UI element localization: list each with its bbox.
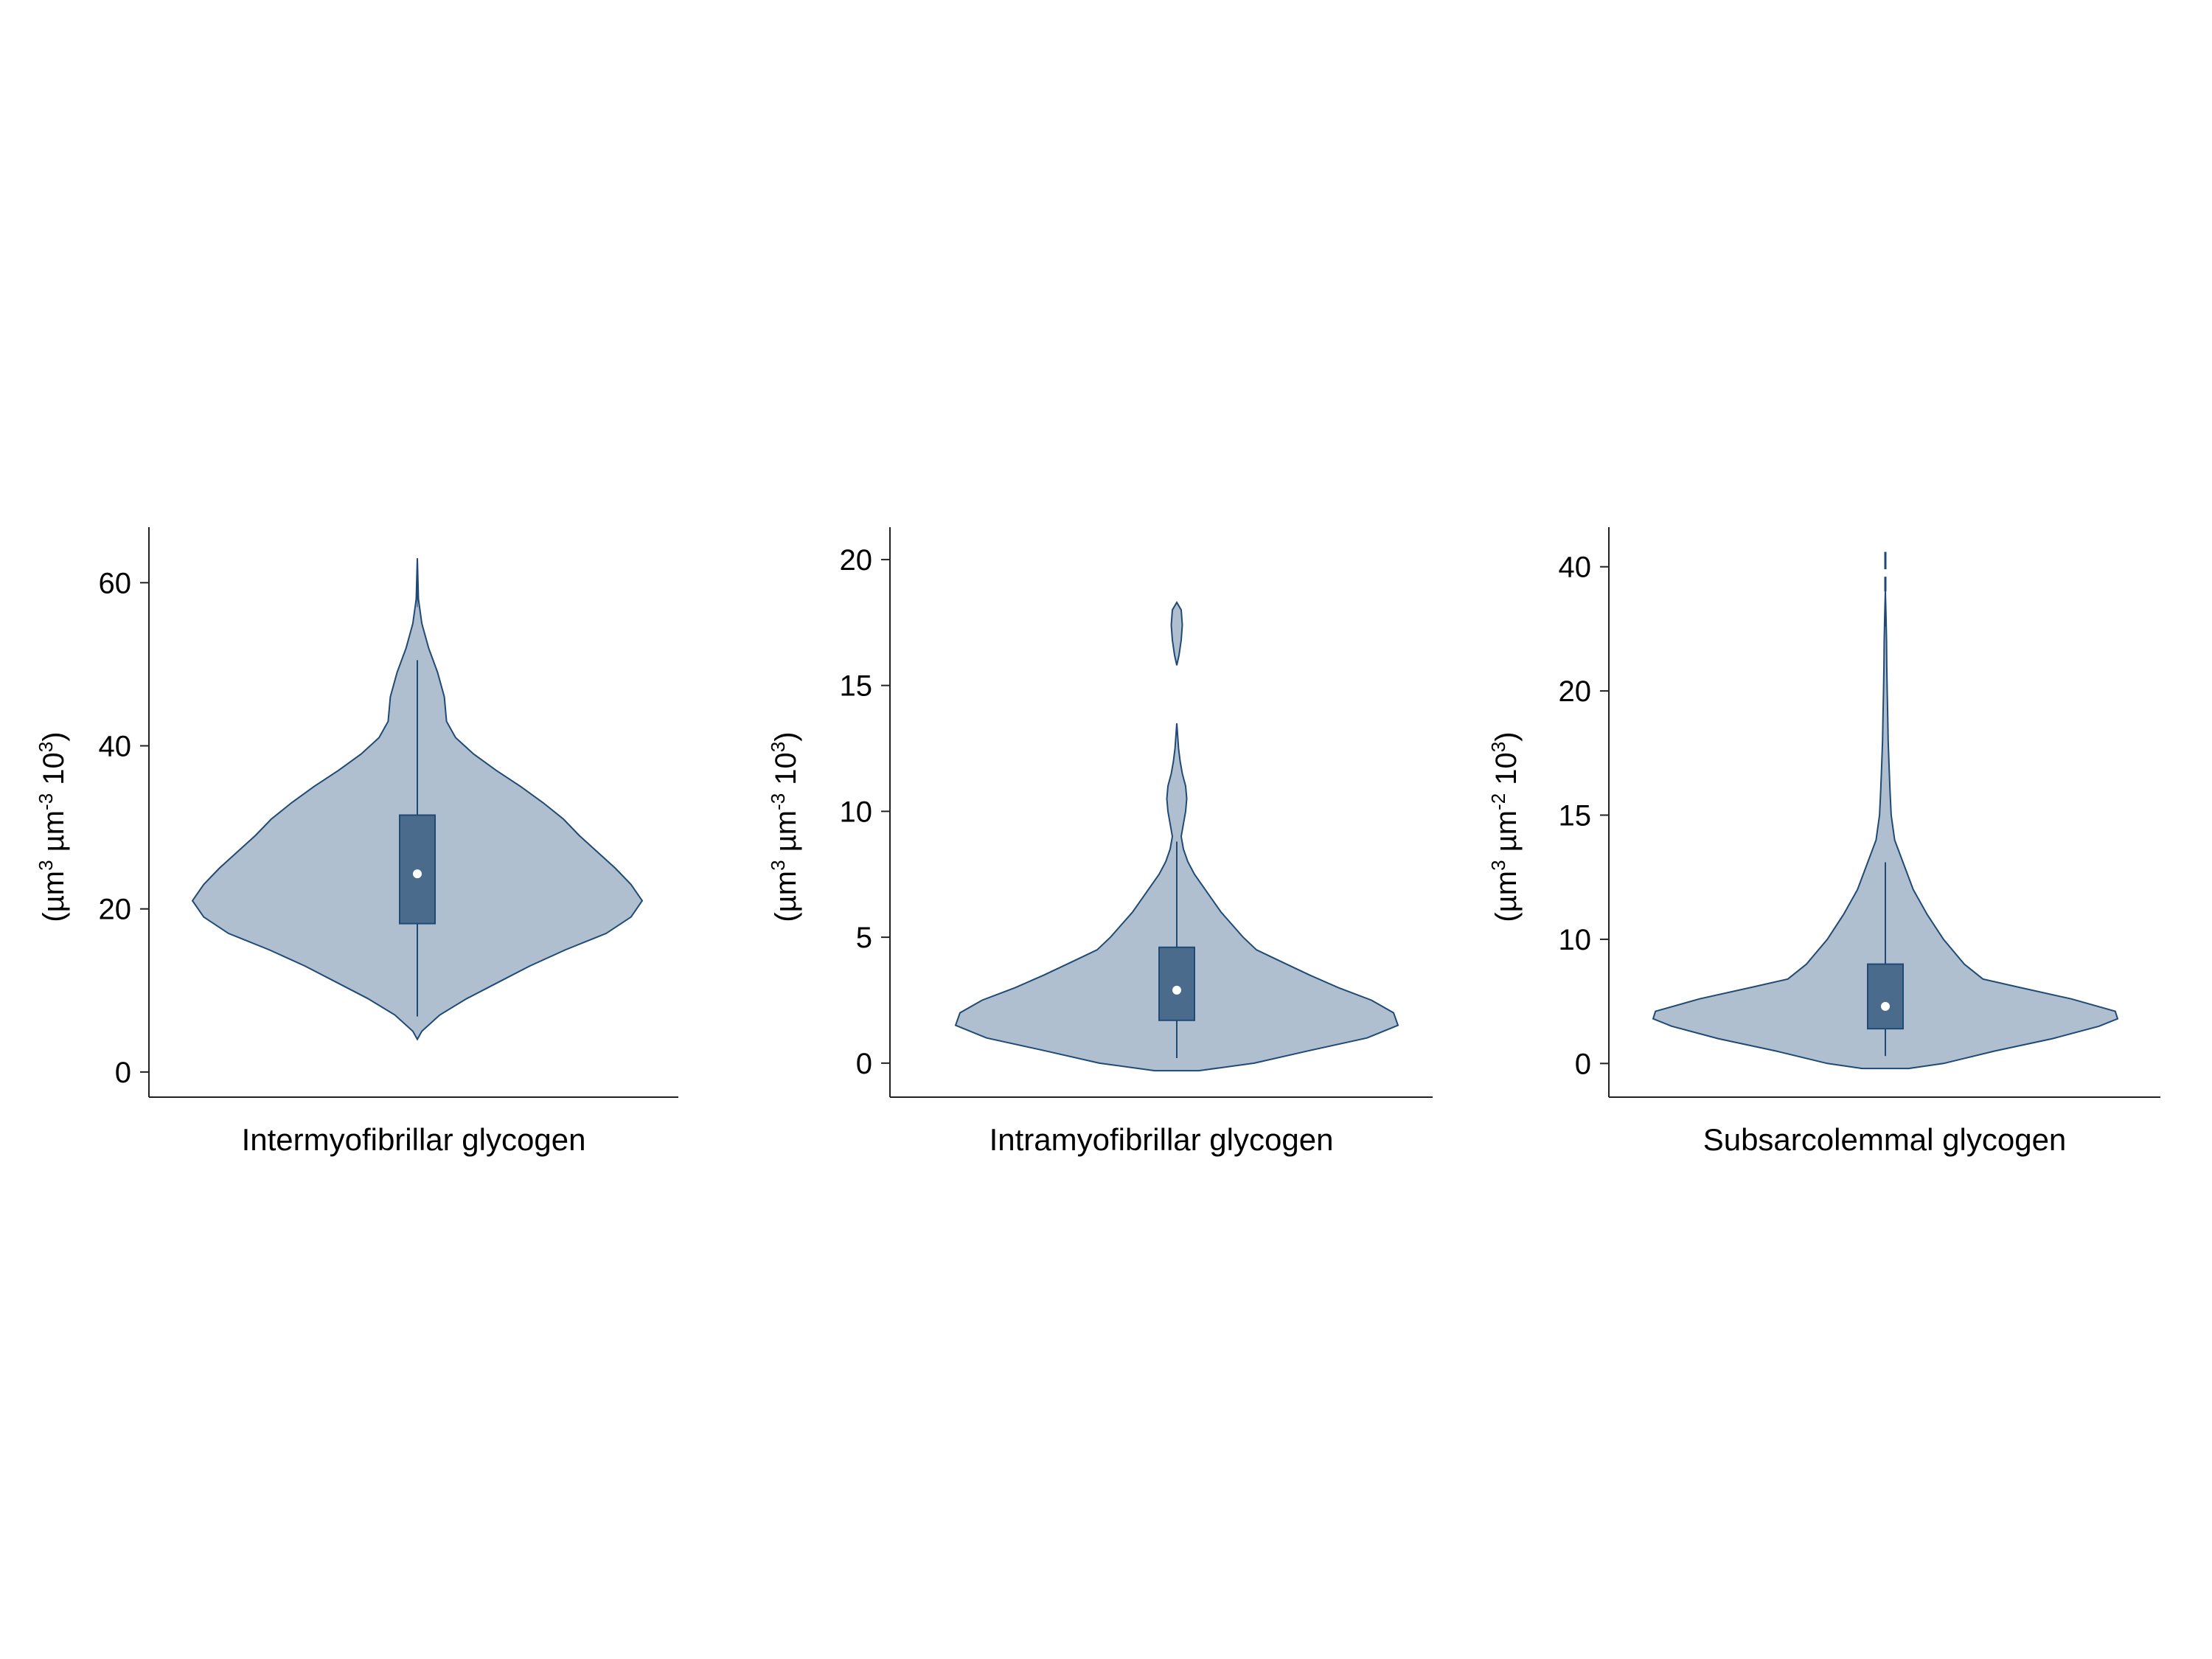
panel-intermyofibrillar: 0 20 40 60 Intermyofibrillar glycogen (µm3 µm… xyxy=(35,527,678,1157)
y-tick-label: 0 xyxy=(1575,1048,1591,1080)
y-tick-label: 40 xyxy=(99,730,132,762)
median-marker xyxy=(413,869,422,879)
y-axis-label: (µm3 µm-3 103) xyxy=(767,731,802,922)
x-axis-label: Intermyofibrillar glycogen xyxy=(242,1122,586,1157)
panel-subsarcolemmal: 0 10 15 20 40 Subsarcolemmal glycogen (µm3 µm-… xyxy=(1487,527,2160,1157)
y-tick-label: 20 xyxy=(840,544,873,577)
panel-intramyofibrillar: 0 5 10 15 20 Intramyofibrillar glycogen (µm3 µ… xyxy=(767,527,1433,1157)
y-tick-label: 15 xyxy=(840,670,873,703)
y-axis-label: (µm3 µm-2 103) xyxy=(1487,731,1523,922)
violin-outlier-lobe xyxy=(1170,601,1183,666)
iqr-box xyxy=(399,814,436,925)
y-tick-label: 10 xyxy=(840,796,873,828)
y-tick-label: 60 xyxy=(99,567,132,599)
y-tick-label: 5 xyxy=(856,922,872,954)
iqr-box xyxy=(1158,946,1195,1021)
x-axis-label: Subsarcolemmal glycogen xyxy=(1703,1122,2067,1157)
y-tick-label: 20 xyxy=(99,894,132,926)
y-tick-label: 15 xyxy=(1559,800,1592,832)
x-axis-label: Intramyofibrillar glycogen xyxy=(990,1122,1334,1157)
y-tick-label: 0 xyxy=(856,1048,872,1080)
iqr-box xyxy=(1867,963,1904,1030)
median-marker xyxy=(1881,1001,1890,1011)
y-tick-label: 40 xyxy=(1559,552,1592,584)
y-axis-label: (µm3 µm-3 103) xyxy=(35,731,70,922)
y-tick-label: 20 xyxy=(1559,675,1592,708)
median-marker xyxy=(1172,985,1181,995)
violin-body xyxy=(1652,591,2119,1070)
y-tick-label: 0 xyxy=(115,1057,131,1089)
y-tick-label: 10 xyxy=(1559,924,1592,956)
